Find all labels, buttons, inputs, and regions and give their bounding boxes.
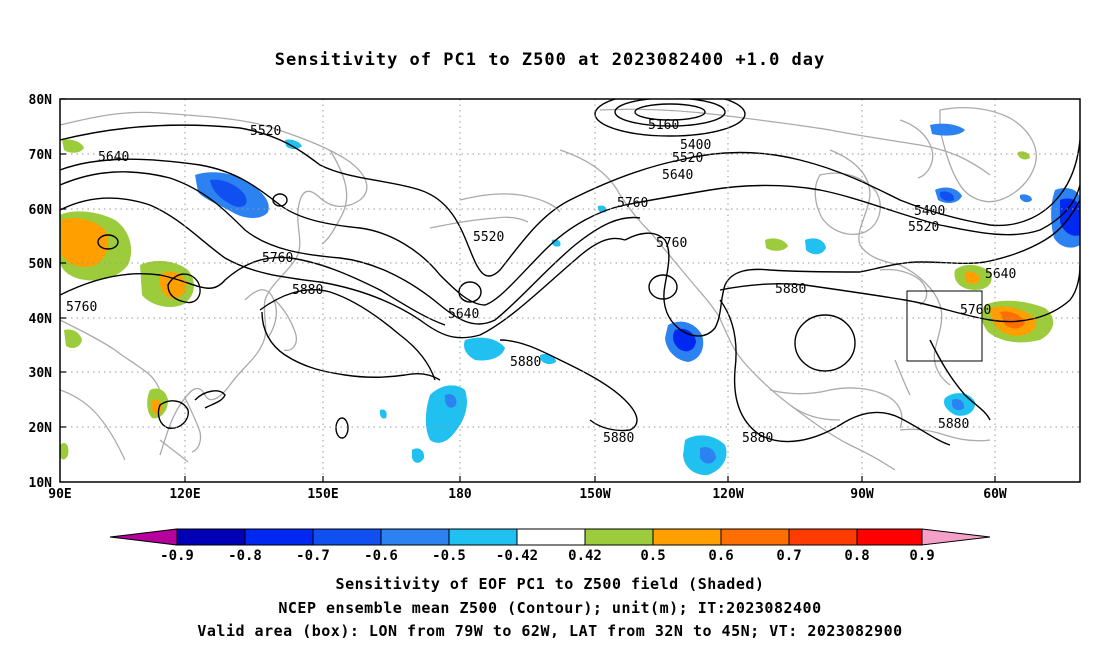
longitude-labels: 90E 120E 150E 180 150W 120W 90W 60W (48, 487, 1007, 502)
contour-label: 5760 (960, 303, 991, 318)
colorbar-cell (380, 528, 450, 546)
colorbar-label: -0.5 (432, 548, 466, 564)
lon-label: 120E (169, 487, 200, 502)
footer-line-2: NCEP ensemble mean Z500 (Contour); unit(… (278, 599, 822, 617)
footer-line-3: Valid area (box): LON from 79W to 62W, L… (197, 622, 903, 640)
grid-lines (60, 99, 1080, 482)
lat-label: 70N (29, 148, 53, 163)
contour-label: 5400 (914, 204, 945, 219)
coastlines (60, 106, 1037, 471)
lat-label: 10N (29, 476, 53, 491)
lon-label: 180 (448, 487, 472, 502)
colorbar-label: -0.42 (496, 548, 538, 564)
lat-label: 30N (29, 366, 53, 381)
lon-label: 60W (983, 487, 1007, 502)
contour-label: 5520 (672, 151, 703, 166)
contour-label: 5520 (250, 124, 281, 139)
contour-label: 5520 (908, 220, 939, 235)
colorbar-cell (788, 528, 858, 546)
colorbar: -0.9 -0.8 -0.7 -0.6 -0.5 -0.42 0.42 0.5 … (109, 528, 991, 564)
contour-label: 5880 (603, 431, 634, 446)
contour-label: 5880 (742, 431, 773, 446)
colorbar-cell (516, 528, 586, 546)
colorbar-label: 0.42 (568, 548, 602, 564)
contour-label: 5880 (510, 355, 541, 370)
colorbar-label: -0.8 (228, 548, 262, 564)
contour-label: 5640 (662, 168, 693, 183)
contour-label: 5760 (656, 236, 687, 251)
colorbar-label: 0.5 (640, 548, 665, 564)
contour-label: 5400 (680, 138, 711, 153)
lon-label: 150W (579, 487, 610, 502)
colorbar-label: 0.9 (909, 548, 934, 564)
lat-label: 20N (29, 421, 53, 436)
colorbar-cell (312, 528, 382, 546)
lat-label: 60N (29, 203, 53, 218)
map-title: Sensitivity of PC1 to Z500 at 2023082400… (274, 50, 826, 70)
lon-label: 90W (850, 487, 874, 502)
lon-label: 150E (307, 487, 338, 502)
contour-label: 5160 (648, 118, 679, 133)
lat-label: 80N (29, 93, 53, 108)
colorbar-cell (448, 528, 518, 546)
colorbar-cell (584, 528, 654, 546)
contour-label: 5760 (66, 300, 97, 315)
contour-label: 5760 (617, 196, 648, 211)
lon-label: 120W (712, 487, 743, 502)
contour-label: 5760 (262, 251, 293, 266)
contour-label: 5640 (98, 150, 129, 165)
contour-label: 5520 (473, 230, 504, 245)
colorbar-cell (109, 528, 178, 546)
lon-label: 90E (48, 487, 71, 502)
contour-label: 5880 (775, 282, 806, 297)
footer-line-1: Sensitivity of EOF PC1 to Z500 field (Sh… (335, 575, 765, 593)
sensitivity-shading (60, 123, 1080, 476)
latitude-labels: 80N 70N 60N 50N 40N 30N 20N 10N (29, 93, 53, 491)
colorbar-label: 0.8 (844, 548, 869, 564)
contour-labels: 5160 5400 5520 5640 5520 5640 5760 5760 … (66, 118, 1016, 446)
contour-label: 5880 (292, 283, 323, 298)
colorbar-cell (720, 528, 790, 546)
contour-label: 5640 (448, 307, 479, 322)
colorbar-cell (176, 528, 246, 546)
colorbar-cell (921, 528, 991, 546)
colorbar-label: 0.7 (776, 548, 801, 564)
contour-label: 5640 (985, 267, 1016, 282)
colorbar-cell (856, 528, 923, 546)
tick-marks (60, 98, 996, 482)
lat-label: 50N (29, 257, 53, 272)
contour-label: 5880 (938, 417, 969, 432)
colorbar-label: -0.7 (296, 548, 330, 564)
colorbar-label: -0.6 (364, 548, 398, 564)
plot-frame (59, 98, 1081, 483)
colorbar-cell (652, 528, 722, 546)
colorbar-cell (244, 528, 314, 546)
colorbar-label: -0.9 (160, 548, 194, 564)
colorbar-label: 0.6 (708, 548, 733, 564)
z500-contours (60, 99, 1080, 446)
lat-label: 40N (29, 312, 53, 327)
valid-area-box (906, 290, 983, 362)
